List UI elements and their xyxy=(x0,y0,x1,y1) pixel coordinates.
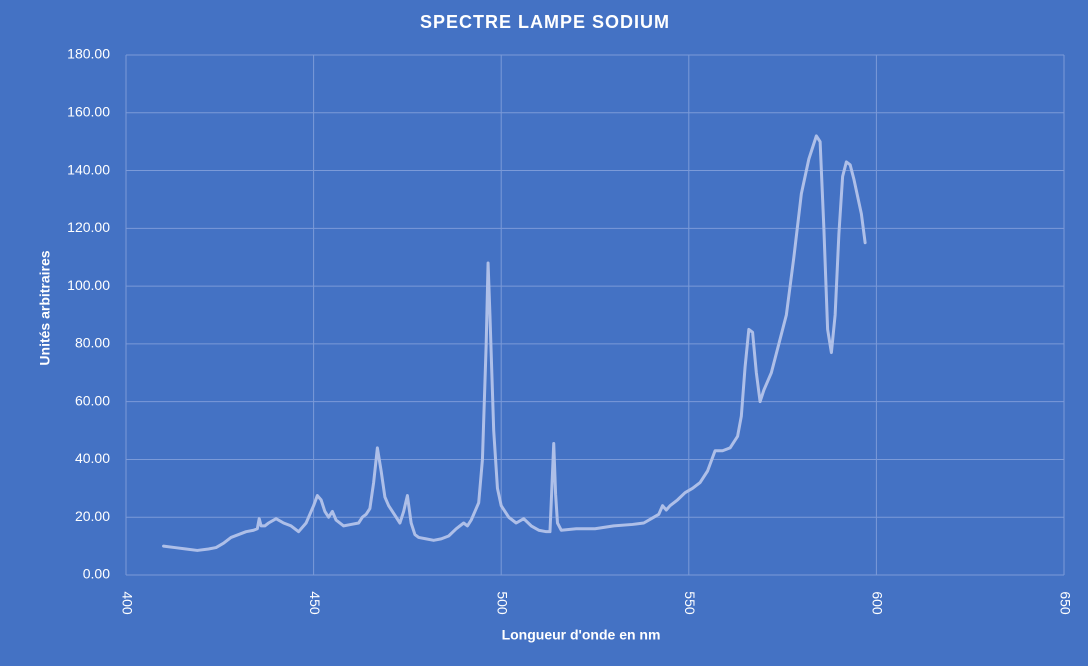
x-tick-label: 650 xyxy=(1057,591,1073,615)
x-tick-label: 400 xyxy=(119,591,135,615)
x-tick-label: 550 xyxy=(682,591,698,615)
y-tick-label: 160.00 xyxy=(67,103,110,119)
y-tick-label: 60.00 xyxy=(75,392,110,408)
y-tick-label: 100.00 xyxy=(67,277,110,293)
y-tick-label: 40.00 xyxy=(75,450,110,466)
x-axis-label: Longueur d'onde en nm xyxy=(502,627,661,643)
y-tick-label: 180.00 xyxy=(67,46,110,62)
x-tick-label: 600 xyxy=(870,591,886,615)
y-tick-label: 120.00 xyxy=(67,219,110,235)
spectrum-line xyxy=(162,134,867,552)
y-axis-label: Unités arbitraires xyxy=(37,250,53,365)
x-tick-label: 500 xyxy=(494,591,510,615)
x-tick-label: 450 xyxy=(307,591,323,615)
chart-title: SPECTRE LAMPE SODIUM xyxy=(420,12,670,32)
y-tick-label: 140.00 xyxy=(67,161,110,177)
y-tick-label: 20.00 xyxy=(75,508,110,524)
y-tick-label: 0.00 xyxy=(83,566,110,582)
y-tick-label: 80.00 xyxy=(75,335,110,351)
